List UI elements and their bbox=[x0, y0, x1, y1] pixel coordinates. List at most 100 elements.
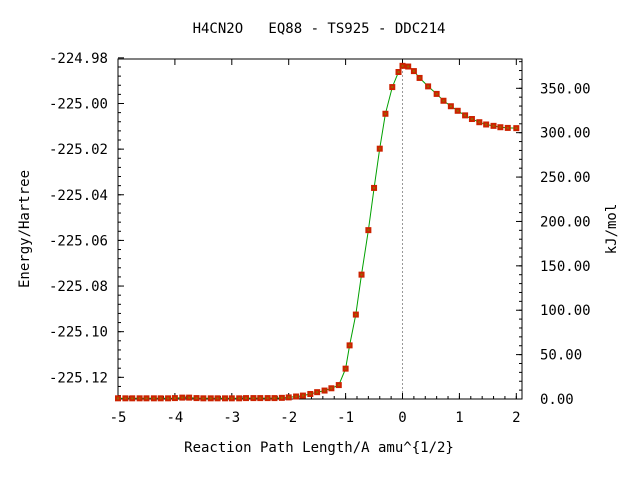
data-point-center bbox=[412, 70, 415, 73]
data-point bbox=[122, 395, 129, 402]
data-point-center bbox=[301, 394, 304, 397]
data-point bbox=[314, 389, 321, 396]
y-tick-label: -225.08 bbox=[49, 279, 108, 295]
data-point bbox=[136, 395, 143, 402]
data-point bbox=[358, 271, 365, 278]
data-point-center bbox=[344, 367, 347, 370]
data-point bbox=[454, 107, 461, 114]
data-point bbox=[342, 365, 349, 372]
data-point-center bbox=[124, 397, 127, 400]
data-point bbox=[483, 121, 490, 128]
data-point-center bbox=[407, 65, 410, 68]
data-point-center bbox=[456, 109, 459, 112]
data-point-center bbox=[202, 397, 205, 400]
data-point-center bbox=[449, 105, 452, 108]
data-point-center bbox=[117, 397, 119, 400]
y-tick-label: -225.02 bbox=[49, 142, 108, 158]
y-tick-label: -225.10 bbox=[49, 325, 108, 341]
x-tick-label: -3 bbox=[223, 410, 240, 426]
data-point-center bbox=[273, 397, 276, 400]
y-tick-label: -225.04 bbox=[49, 188, 108, 204]
data-point-center bbox=[145, 397, 148, 400]
data-point bbox=[462, 112, 469, 119]
data-point bbox=[335, 382, 342, 389]
data-point bbox=[250, 395, 257, 402]
data-point-center bbox=[401, 64, 404, 67]
data-point bbox=[497, 124, 504, 131]
data-point bbox=[382, 110, 389, 117]
data-point-center bbox=[427, 85, 430, 88]
data-point bbox=[278, 394, 285, 401]
data-point bbox=[200, 395, 207, 402]
y2-tick-label: 300.00 bbox=[540, 126, 591, 142]
data-point-center bbox=[245, 397, 248, 400]
data-point-center bbox=[259, 397, 262, 400]
data-point bbox=[193, 395, 200, 402]
data-point-center bbox=[266, 397, 269, 400]
data-point-center bbox=[478, 121, 481, 124]
y2-tick-label: 50.00 bbox=[540, 348, 582, 364]
y-axis-label-left: Energy/Hartree bbox=[17, 170, 33, 288]
data-point-center bbox=[373, 186, 376, 189]
data-point-center bbox=[330, 387, 333, 390]
data-point bbox=[207, 395, 214, 402]
x-tick-label: 2 bbox=[512, 410, 520, 426]
data-point bbox=[264, 395, 271, 402]
data-point-center bbox=[223, 397, 226, 400]
data-point bbox=[214, 395, 221, 402]
data-point-center bbox=[167, 397, 170, 400]
data-point bbox=[376, 145, 383, 152]
data-point-center bbox=[195, 397, 198, 400]
x-axis-label: Reaction Path Length/A amu^{1/2} bbox=[184, 440, 454, 456]
data-point-center bbox=[367, 229, 370, 232]
x-tick-label: -2 bbox=[280, 410, 297, 426]
data-point bbox=[513, 125, 520, 132]
data-point-center bbox=[418, 76, 421, 79]
data-point bbox=[165, 395, 172, 402]
data-point bbox=[416, 74, 423, 81]
data-point-center bbox=[230, 397, 233, 400]
y2-tick-label: 250.00 bbox=[540, 170, 591, 186]
data-point-center bbox=[323, 389, 326, 392]
data-point bbox=[115, 395, 121, 402]
chart-title: H4CN2O EQ88 - TS925 - DDC214 bbox=[193, 21, 446, 37]
y-axis-left: -224.98 -225.00 -225.02 -225.04 -225.06 -225.… bbox=[49, 51, 124, 386]
data-point bbox=[129, 395, 136, 402]
data-point-center bbox=[492, 124, 495, 127]
y2-tick-label: 200.00 bbox=[540, 214, 591, 230]
data-point-center bbox=[238, 397, 241, 400]
plot-frame bbox=[117, 58, 523, 400]
data-point-center bbox=[442, 99, 445, 102]
y-tick-label: -225.00 bbox=[49, 96, 108, 112]
data-point bbox=[365, 227, 372, 234]
data-point bbox=[447, 103, 454, 110]
data-point-center bbox=[360, 273, 363, 276]
data-point-center bbox=[295, 395, 298, 398]
data-point bbox=[186, 394, 193, 401]
data-point bbox=[346, 342, 353, 349]
data-point-center bbox=[464, 114, 467, 117]
data-point bbox=[228, 395, 235, 402]
data-point-center bbox=[435, 92, 438, 95]
data-point-center bbox=[316, 391, 319, 394]
data-point bbox=[179, 394, 186, 401]
data-point bbox=[468, 116, 475, 123]
data-point-center bbox=[470, 118, 473, 121]
data-point-center bbox=[188, 396, 191, 399]
data-point-center bbox=[216, 397, 219, 400]
y-axis-right: 0.00 50.00 100.00 150.00 200.00 250.00 300.00 3… bbox=[516, 81, 591, 408]
data-point-center bbox=[391, 86, 394, 89]
data-point bbox=[285, 394, 292, 401]
data-point-center bbox=[173, 397, 176, 400]
data-point bbox=[405, 63, 412, 70]
data-point bbox=[321, 387, 328, 394]
data-point-center bbox=[354, 313, 357, 316]
data-point bbox=[293, 393, 300, 400]
data-point bbox=[395, 69, 402, 76]
data-point bbox=[476, 119, 483, 126]
data-point bbox=[371, 184, 378, 191]
data-point-center bbox=[280, 396, 283, 399]
data-point-center bbox=[348, 344, 351, 347]
y2-tick-label: 350.00 bbox=[540, 81, 591, 97]
